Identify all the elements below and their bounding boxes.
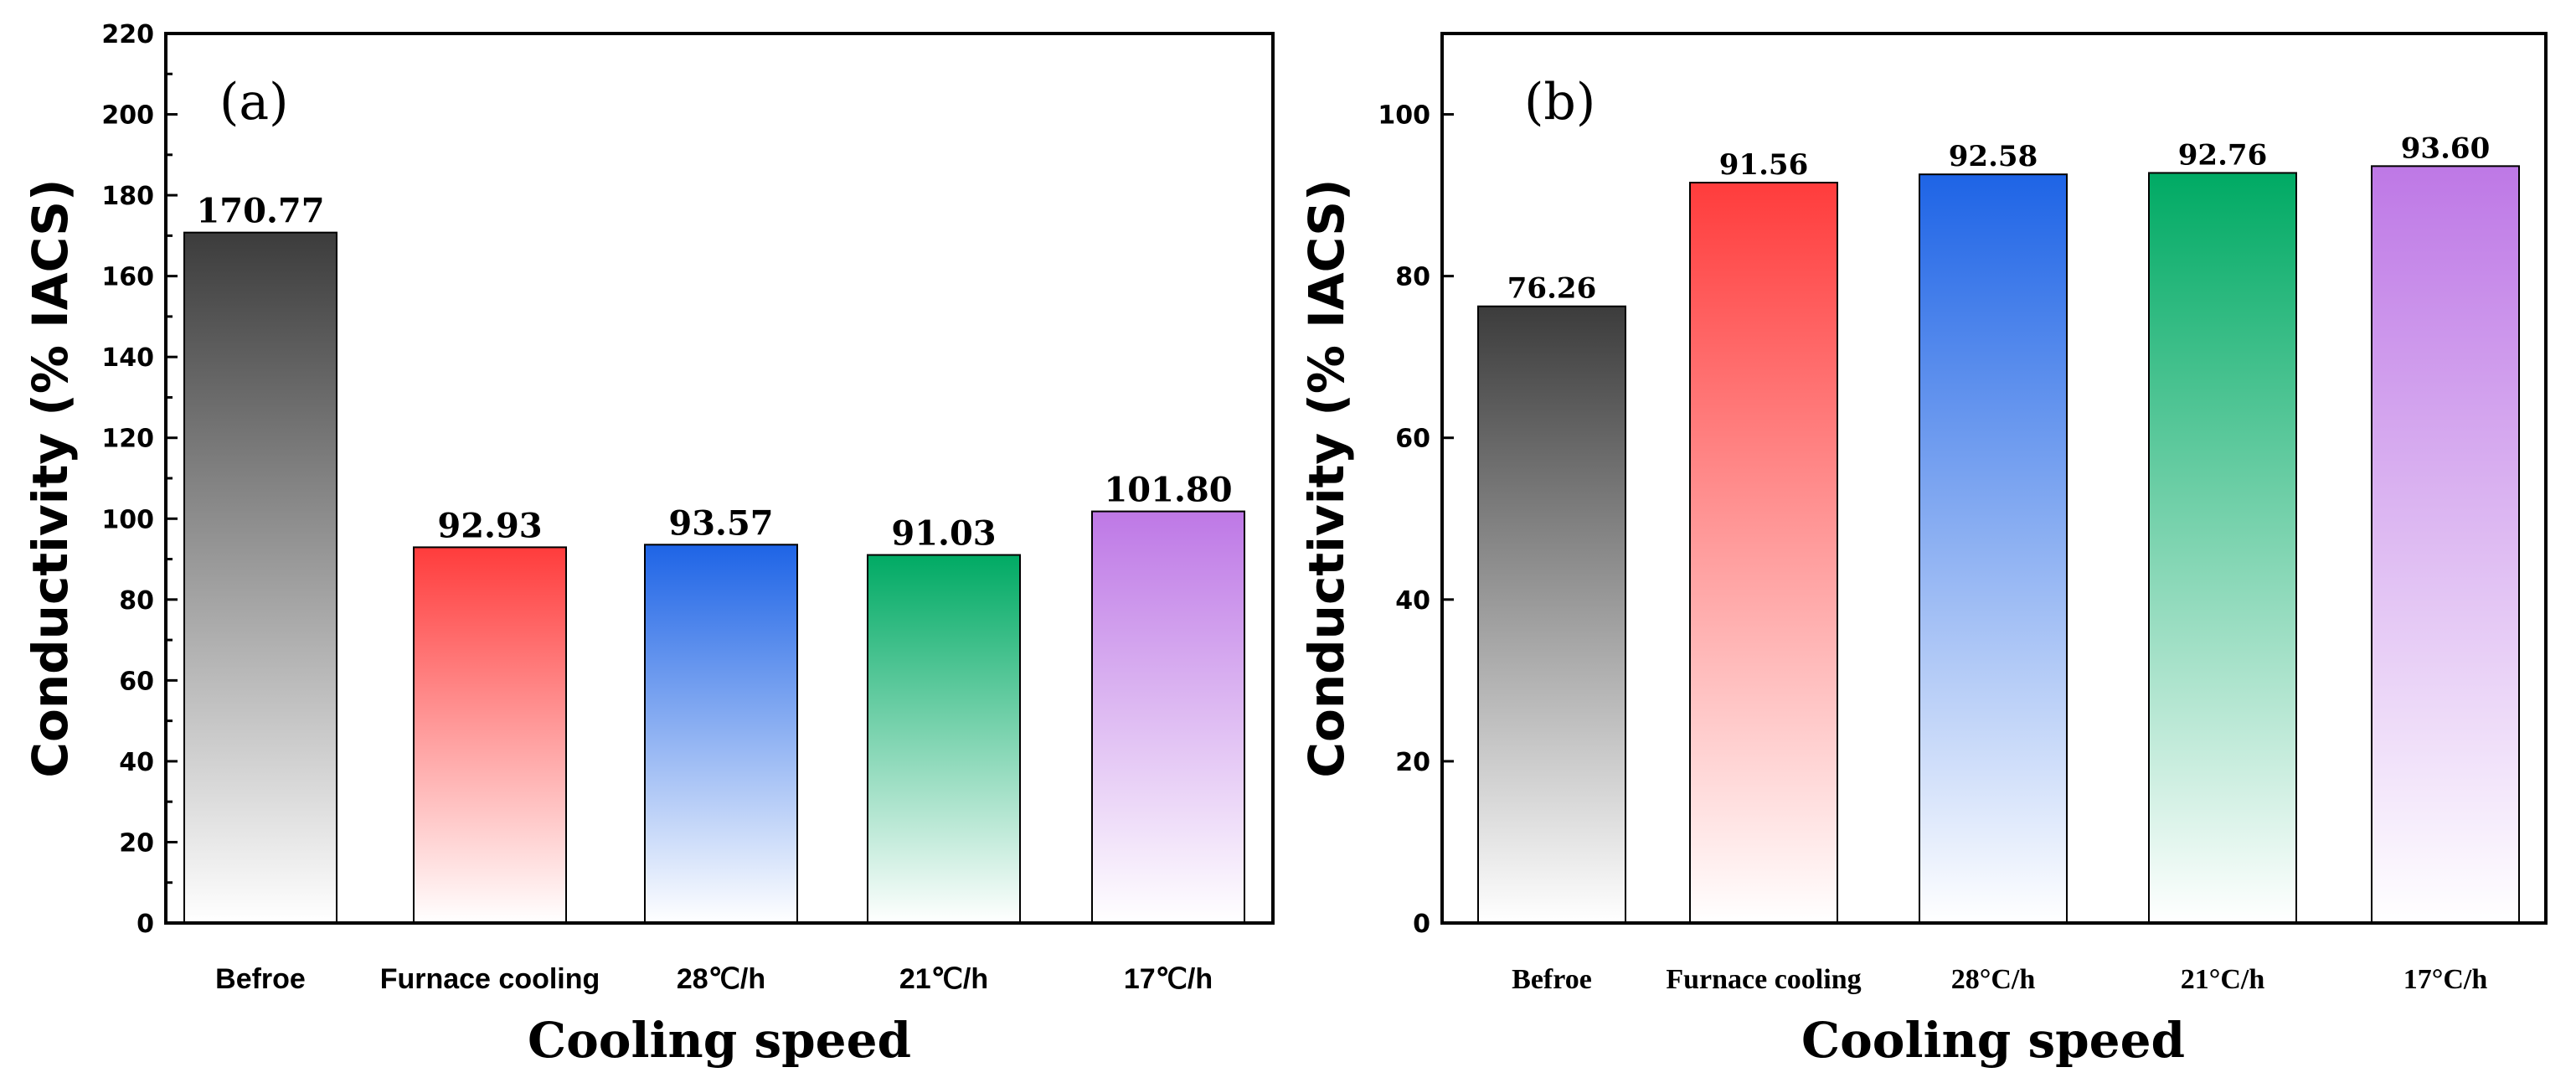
panel-a-y-tick-label: 60 <box>119 667 154 696</box>
panel-b-value-label: 92.58 <box>1949 140 2038 173</box>
panel-b-value-labels: 76.26 91.56 92.58 92.76 93.60 <box>1507 131 2490 305</box>
panel-b-bar-21-c-h <box>2148 172 2297 925</box>
panel-b-value-label: 76.26 <box>1507 272 1596 306</box>
panel-a-y-tick-label: 80 <box>119 586 154 616</box>
panel-b-frame <box>1440 32 2548 925</box>
panel-a-y-tick-labels: 0 20 40 60 80 100 120 140 160 180 200 220 <box>101 20 154 939</box>
panel-a-bar-28-h <box>644 544 798 924</box>
panel-a-x-axis-title: Cooling speed <box>528 1012 911 1069</box>
panel-b-y-tick-label: 20 <box>1395 748 1430 777</box>
panel-a-y-tick-label: 160 <box>101 263 154 292</box>
panel-a-y-tick-label: 140 <box>101 343 154 373</box>
panel-b-y-tick-label: 40 <box>1395 586 1430 616</box>
panel-a-bar-17-h <box>1091 510 1245 924</box>
panel-a-frame <box>164 32 1275 925</box>
panel-b-y-tick-label: 0 <box>1413 910 1430 939</box>
panel-b-y-axis-title: Conductivity (% IACS) <box>1298 178 1355 777</box>
panel-a-chart: 170.77 92.93 93.57 91.03 101.80 0 20 40 60 80 100… <box>22 20 1275 1069</box>
panel-a-bar-21-h <box>867 554 1021 924</box>
panel-a-value-labels: 170.77 92.93 93.57 91.03 101.80 <box>196 192 1232 554</box>
panel-b-category-label: Furnace cooling <box>1666 964 1861 995</box>
panel-b-category-labels: Befroe Furnace cooling 28°C/h 21°C/h 17°C/h <box>1512 964 2487 995</box>
panel-b-y-tick-label: 80 <box>1395 263 1430 292</box>
panel-a-value-label: 92.93 <box>437 506 542 545</box>
panel-b-chart: 76.26 91.56 92.58 92.76 93.60 0 20 40 60 80 100 B… <box>1298 32 2548 1069</box>
panel-a-category-label: Furnace cooling <box>380 963 600 995</box>
panel-b-y-tick-labels: 0 20 40 60 80 100 <box>1378 101 1430 939</box>
panel-b-value-label: 92.76 <box>2178 138 2267 172</box>
panel-b-category-label: 17°C/h <box>2403 964 2488 995</box>
panel-b-bar-28-c-h <box>1919 173 2068 924</box>
panel-b-category-label: 28°C/h <box>1951 964 2036 995</box>
panel-b-y-tick-label: 100 <box>1378 101 1430 131</box>
panel-a-y-tick-label: 180 <box>101 182 154 211</box>
panel-a-y-ticks <box>166 32 178 925</box>
panel-a-y-tick-label: 100 <box>101 505 154 534</box>
panel-a-category-label: Befroe <box>215 963 306 995</box>
panel-b-bars <box>1477 165 2520 925</box>
panel-a-category-labels: Befroe Furnace cooling 28℃/h 21℃/h 17℃/h <box>215 963 1213 995</box>
panel-a-y-tick-label: 120 <box>101 425 154 454</box>
panel-a-value-label: 91.03 <box>891 514 996 554</box>
panel-a-y-axis-title: Conductivity (% IACS) <box>22 178 79 777</box>
panel-b-bar-befroe <box>1477 305 1626 924</box>
panel-b-y-ticks <box>1442 113 1454 925</box>
panel-b-value-label: 93.60 <box>2401 131 2490 165</box>
panel-a-bar-befroe <box>183 231 337 925</box>
panel-a-bar-furnace-cooling <box>413 546 567 924</box>
panel-a-y-tick-label: 0 <box>137 910 154 939</box>
panel-a-value-label: 170.77 <box>196 192 324 231</box>
panel-a-y-tick-label: 40 <box>119 748 154 777</box>
panel-b-value-label: 91.56 <box>1719 148 1808 182</box>
panel-a-y-tick-label: 200 <box>101 101 154 131</box>
panel-a-bars <box>183 231 1245 925</box>
panel-b-category-label: 21°C/h <box>2181 964 2265 995</box>
panel-b-category-label: Befroe <box>1512 964 1592 995</box>
panel-b-label: (b) <box>1524 73 1595 131</box>
panel-a-category-label: 17℃/h <box>1124 963 1213 995</box>
panel-b-x-axis-title: Cooling speed <box>1801 1012 2185 1069</box>
panel-a-label: (a) <box>219 73 289 131</box>
panel-a-y-tick-label: 220 <box>101 20 154 49</box>
panel-a-y-tick-label: 20 <box>119 828 154 858</box>
panel-a-category-label: 21℃/h <box>899 963 988 995</box>
panel-a-category-label: 28℃/h <box>677 963 765 995</box>
panel-b-y-tick-label: 60 <box>1395 425 1430 454</box>
panel-b-bar-furnace-cooling <box>1689 182 1838 924</box>
panel-b-bar-17-c-h <box>2371 165 2520 925</box>
panel-a-value-label: 93.57 <box>668 503 773 543</box>
panel-a-value-label: 101.80 <box>1104 471 1232 510</box>
